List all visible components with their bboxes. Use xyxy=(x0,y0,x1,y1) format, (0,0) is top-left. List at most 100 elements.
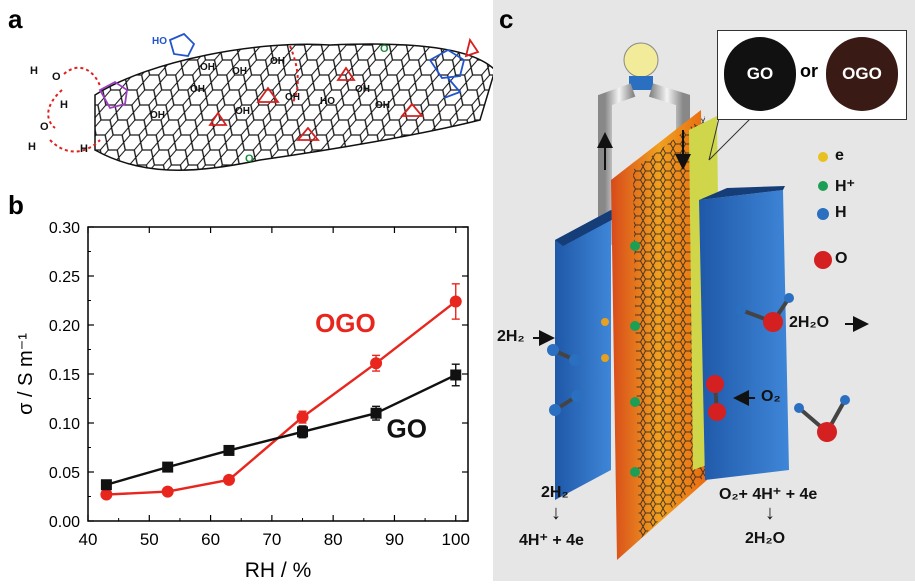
h2o-outlet-label: 2H₂O xyxy=(789,314,830,331)
oh-label-8: OH xyxy=(375,100,390,111)
panel-b-label: b xyxy=(8,190,24,220)
proton-hop-arrow-1 xyxy=(63,66,101,87)
o2-inlet-label: O₂ xyxy=(761,388,781,405)
ho-label-2: HO xyxy=(152,36,167,47)
panel-c-fuel-cell: c xyxy=(493,0,915,581)
carbonyl-o-2: O xyxy=(245,153,254,165)
cathode-plate xyxy=(699,190,789,480)
anode-reactant: 2H₂ xyxy=(541,484,569,501)
data-point-go xyxy=(370,407,382,419)
anhydride-group xyxy=(428,48,466,79)
carboxyl-group xyxy=(168,32,196,57)
sample-photo-inset: GO or OGO xyxy=(717,30,907,120)
x-tick-label: 50 xyxy=(140,530,159,549)
water-h-1: H xyxy=(30,65,38,77)
proton-4 xyxy=(630,467,640,477)
h2-molecule-2 xyxy=(549,390,583,416)
data-point-go xyxy=(100,479,112,491)
x-tick-label: 40 xyxy=(79,530,98,549)
light-bulb xyxy=(623,42,659,78)
anode-product: 4H⁺ + 4e xyxy=(519,532,584,549)
cathode-reactant: O₂+ 4H⁺ + 4e xyxy=(719,486,818,503)
carbonyl-o-1: O xyxy=(380,43,389,55)
data-point-go xyxy=(162,461,174,473)
x-tick-label: 80 xyxy=(324,530,343,549)
o2-molecule xyxy=(706,375,726,421)
series-line-ogo xyxy=(106,300,457,496)
bulb-socket xyxy=(629,76,653,90)
y-tick-label: 0.25 xyxy=(49,269,80,286)
anode-plate xyxy=(555,210,611,500)
data-point-go xyxy=(450,369,462,381)
y-axis-label: σ / S m⁻¹ xyxy=(15,333,37,415)
y-tick-label: 0.00 xyxy=(49,514,80,531)
oh-label-9: OH xyxy=(150,110,165,121)
oh-label-7: OH xyxy=(355,84,370,95)
h2o-molecule-2 xyxy=(794,395,850,442)
legend-electron-dot xyxy=(818,152,828,162)
oh-label-4: OH xyxy=(190,84,205,95)
x-tick-label: 70 xyxy=(262,530,281,549)
anode-reaction-arrow: ↓ xyxy=(551,502,561,524)
callout-line xyxy=(708,117,720,161)
proton-hop-arrow-3 xyxy=(49,139,101,153)
y-tick-label: 0.20 xyxy=(49,318,80,335)
panel-a-structure: a O O OH OH OH OH OH OH OH OH OH HO H xyxy=(0,0,500,190)
x-tick-label: 60 xyxy=(201,530,220,549)
h2-molecule-1 xyxy=(547,344,581,366)
legend-electron: e xyxy=(835,147,844,164)
h2o-molecule-1 xyxy=(736,293,794,332)
legend-hydrogen-dot xyxy=(817,208,829,220)
legend-oxygen-dot xyxy=(814,251,832,269)
graphene-oxide-structure: O O OH OH OH OH OH OH OH OH OH HO HO H O… xyxy=(28,32,496,171)
y-tick-label: 0.15 xyxy=(49,367,80,384)
data-point-ogo xyxy=(296,411,309,424)
fuel-cell-diagram xyxy=(533,42,869,560)
y-tick-label: 0.05 xyxy=(49,465,80,482)
oh-label-5: OH xyxy=(235,106,250,117)
oh-label-2: OH xyxy=(232,66,247,77)
x-axis-label: RH / % xyxy=(245,559,312,581)
proton-3 xyxy=(630,397,640,407)
water-o-1: O xyxy=(52,71,61,83)
epoxide-1 xyxy=(256,86,280,103)
oh-label-6: OH xyxy=(285,92,300,103)
legend-proton-dot xyxy=(818,181,828,191)
panel-b-chart: b 40 50 60 70 80 90 100 0.00 0.05 0.10 0.15 0.20 0.2… xyxy=(0,190,500,582)
conductivity-chart: 40 50 60 70 80 90 100 0.00 0.05 0.10 0.15 0.20 0.25 0… xyxy=(15,220,470,582)
h2-inlet-label: 2H₂ xyxy=(497,328,525,345)
data-point-go xyxy=(223,444,235,456)
oh-label-3: OH xyxy=(270,56,285,67)
legend-oxygen: O xyxy=(835,250,848,267)
legend-proton: H⁺ xyxy=(835,178,855,195)
y-tick-label: 0.10 xyxy=(49,416,80,433)
data-point-ogo xyxy=(100,488,113,501)
graphene-sheet xyxy=(94,43,496,171)
panel-a-label: a xyxy=(8,4,23,34)
data-point-ogo xyxy=(370,357,383,370)
proton-hop-arrow-4 xyxy=(289,45,299,105)
panel-c-label: c xyxy=(499,4,514,34)
water-h-2: H xyxy=(60,99,68,111)
water-h-3: H xyxy=(28,141,36,153)
epoxide-3 xyxy=(400,102,424,117)
electron-2 xyxy=(601,354,609,362)
ho-label-1: HO xyxy=(320,96,335,107)
water-o-2: O xyxy=(40,121,49,133)
electron-1 xyxy=(601,318,609,326)
data-point-ogo xyxy=(449,295,462,308)
plot-frame xyxy=(87,226,469,522)
series-label-ogo: OGO xyxy=(315,308,376,338)
proton-1 xyxy=(630,241,640,251)
series-line-go xyxy=(106,373,457,486)
wire-left xyxy=(598,83,636,245)
epoxide-4 xyxy=(296,126,320,141)
ogo-sample-photo: OGO xyxy=(826,37,898,111)
x-tick-label: 100 xyxy=(442,530,470,549)
data-point-ogo xyxy=(161,485,174,498)
cathode-reaction-arrow: ↓ xyxy=(765,502,775,524)
data-point-go xyxy=(297,426,309,438)
proton-hop-arrow-2 xyxy=(47,89,63,129)
photo-or-text: or xyxy=(800,61,818,81)
proton-2 xyxy=(630,321,640,331)
